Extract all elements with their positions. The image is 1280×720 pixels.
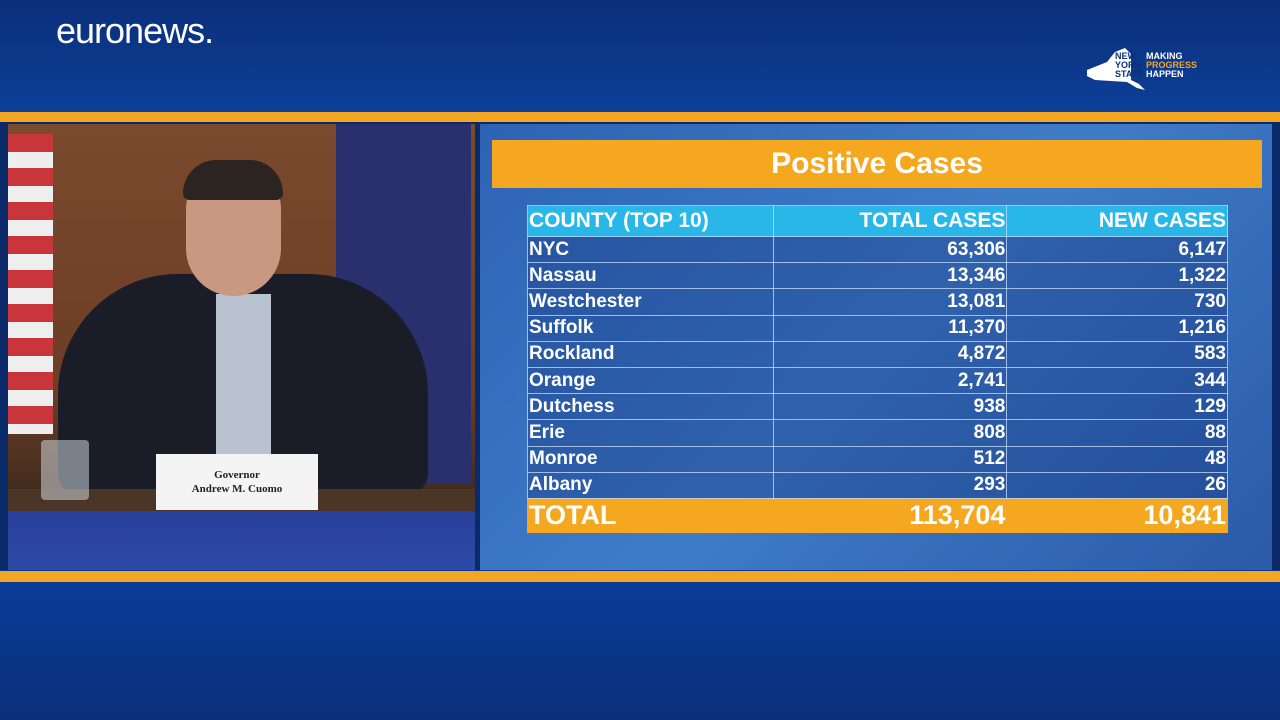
cell-total-cases: 2,741: [772, 366, 1008, 395]
table-row: Orange 2,741 344: [527, 366, 1228, 395]
cell-new-cases: 730: [1006, 288, 1228, 316]
table-row: Rockland 4,872 583: [527, 340, 1228, 368]
ny-state-map-icon: [1087, 48, 1145, 90]
placard-name: Andrew M. Cuomo: [191, 483, 283, 495]
cell-county: Suffolk: [527, 314, 774, 342]
col-total-cases: TOTAL CASES: [772, 205, 1008, 237]
cell-county: Dutchess: [527, 393, 774, 421]
euronews-logo: euronews.: [56, 10, 214, 51]
cell-new-cases: 48: [1006, 445, 1228, 473]
speaker-hair: [183, 160, 283, 200]
total-total-cases: 113,704: [772, 497, 1008, 533]
table-row: Monroe 512 48: [527, 445, 1228, 473]
cell-total-cases: 808: [772, 419, 1008, 447]
cell-new-cases: 583: [1006, 340, 1228, 368]
speaker-shirt: [216, 294, 271, 454]
cell-total-cases: 13,346: [772, 262, 1008, 290]
video-feed: Governor Andrew M. Cuomo: [8, 124, 475, 570]
cell-new-cases: 1,322: [1006, 262, 1228, 290]
cell-total-cases: 63,306: [772, 235, 1008, 264]
placard-title: Governor: [214, 469, 260, 481]
cell-total-cases: 938: [772, 393, 1008, 421]
table-row: Suffolk 11,370 1,216: [527, 314, 1228, 342]
cell-new-cases: 344: [1006, 366, 1228, 395]
slide-title: Positive Cases: [492, 140, 1262, 188]
col-county: COUNTY (TOP 10): [527, 205, 774, 237]
table-row: Erie 808 88: [527, 419, 1228, 447]
positive-cases-table: COUNTY (TOP 10) TOTAL CASES NEW CASES NY…: [527, 205, 1228, 533]
cell-total-cases: 13,081: [772, 288, 1008, 316]
total-row: TOTAL 113,704 10,841: [527, 497, 1228, 533]
cell-new-cases: 129: [1006, 393, 1228, 421]
cell-county: Orange: [527, 366, 774, 395]
total-county: TOTAL: [527, 497, 774, 533]
cell-county: Erie: [527, 419, 774, 447]
cell-county: NYC: [527, 235, 774, 264]
top-band: [0, 0, 1280, 112]
orange-stripe-top: [0, 112, 1280, 122]
cell-total-cases: 4,872: [772, 340, 1008, 368]
table-row: NYC 63,306 6,147: [527, 235, 1228, 264]
table-row: Westchester 13,081 730: [527, 288, 1228, 316]
cell-total-cases: 512: [772, 445, 1008, 473]
nys-text: NEW YORK STATE: [1115, 51, 1144, 79]
us-flag: [8, 134, 53, 434]
water-glass: [41, 440, 89, 500]
cell-county: Albany: [527, 471, 774, 499]
cell-new-cases: 88: [1006, 419, 1228, 447]
cell-county: Nassau: [527, 262, 774, 290]
table-row: Albany 293 26: [527, 471, 1228, 499]
cell-new-cases: 1,216: [1006, 314, 1228, 342]
total-new-cases: 10,841: [1006, 497, 1228, 533]
name-placard: Governor Andrew M. Cuomo: [156, 454, 318, 510]
making-progress-text: MAKING PROGRESS HAPPEN: [1146, 51, 1198, 79]
nys-making-progress-logo: NEW YORK STATE MAKING PROGRESS HAPPEN: [1085, 44, 1205, 92]
table-header: COUNTY (TOP 10) TOTAL CASES NEW CASES: [527, 205, 1228, 237]
table-row: Nassau 13,346 1,322: [527, 262, 1228, 290]
cell-total-cases: 293: [772, 471, 1008, 499]
table-row: Dutchess 938 129: [527, 393, 1228, 421]
cell-county: Monroe: [527, 445, 774, 473]
cell-new-cases: 26: [1006, 471, 1228, 499]
orange-stripe-bottom: [0, 571, 1280, 582]
cell-new-cases: 6,147: [1006, 235, 1228, 264]
cell-county: Westchester: [527, 288, 774, 316]
bottom-band: [0, 582, 1280, 720]
col-new-cases: NEW CASES: [1006, 205, 1228, 237]
cell-county: Rockland: [527, 340, 774, 368]
cell-total-cases: 11,370: [772, 314, 1008, 342]
